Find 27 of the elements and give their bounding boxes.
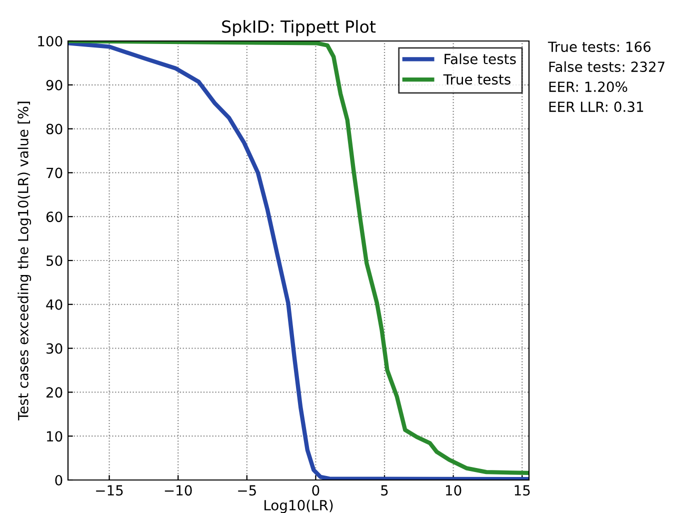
x-tick-label: 5 xyxy=(381,485,388,496)
y-tick-label: 70 xyxy=(46,168,62,178)
y-tick-label: 100 xyxy=(38,36,62,46)
y-tick-label: 10 xyxy=(46,431,62,442)
text: EER LLR: 0.31 xyxy=(549,102,644,112)
y-tick-label: 60 xyxy=(46,212,62,222)
x-axis-title: Log10(LR) xyxy=(264,500,333,513)
y-tick-label: 90 xyxy=(46,80,62,90)
x-tick-label: 0 xyxy=(312,485,320,496)
text: True tests: 166 xyxy=(548,42,651,52)
x-tick-label: −15 xyxy=(96,485,123,496)
text: False tests: 2327 xyxy=(549,61,664,72)
y-tick-label: 30 xyxy=(46,343,62,354)
x-tick-label: −10 xyxy=(164,485,192,496)
legend-label: False tests xyxy=(444,54,516,64)
x-tick-label: 15 xyxy=(514,485,530,496)
y-tick-label: 80 xyxy=(46,124,62,134)
x-tick-label: 10 xyxy=(446,485,462,496)
legend-label: True tests xyxy=(443,74,510,85)
text: EER: 1.20% xyxy=(549,82,628,92)
y-tick-label: 50 xyxy=(46,255,62,266)
x-tick-label: −5 xyxy=(238,485,256,496)
y-axis-title: Test cases exceeding the Log10(LR) value [%] xyxy=(18,102,32,420)
y-tick-label: 20 xyxy=(46,387,62,398)
y-tick-label: 0 xyxy=(55,474,62,486)
y-tick-label: 40 xyxy=(46,299,62,310)
chart-title: SpkID: Tippett Plot xyxy=(222,20,376,36)
